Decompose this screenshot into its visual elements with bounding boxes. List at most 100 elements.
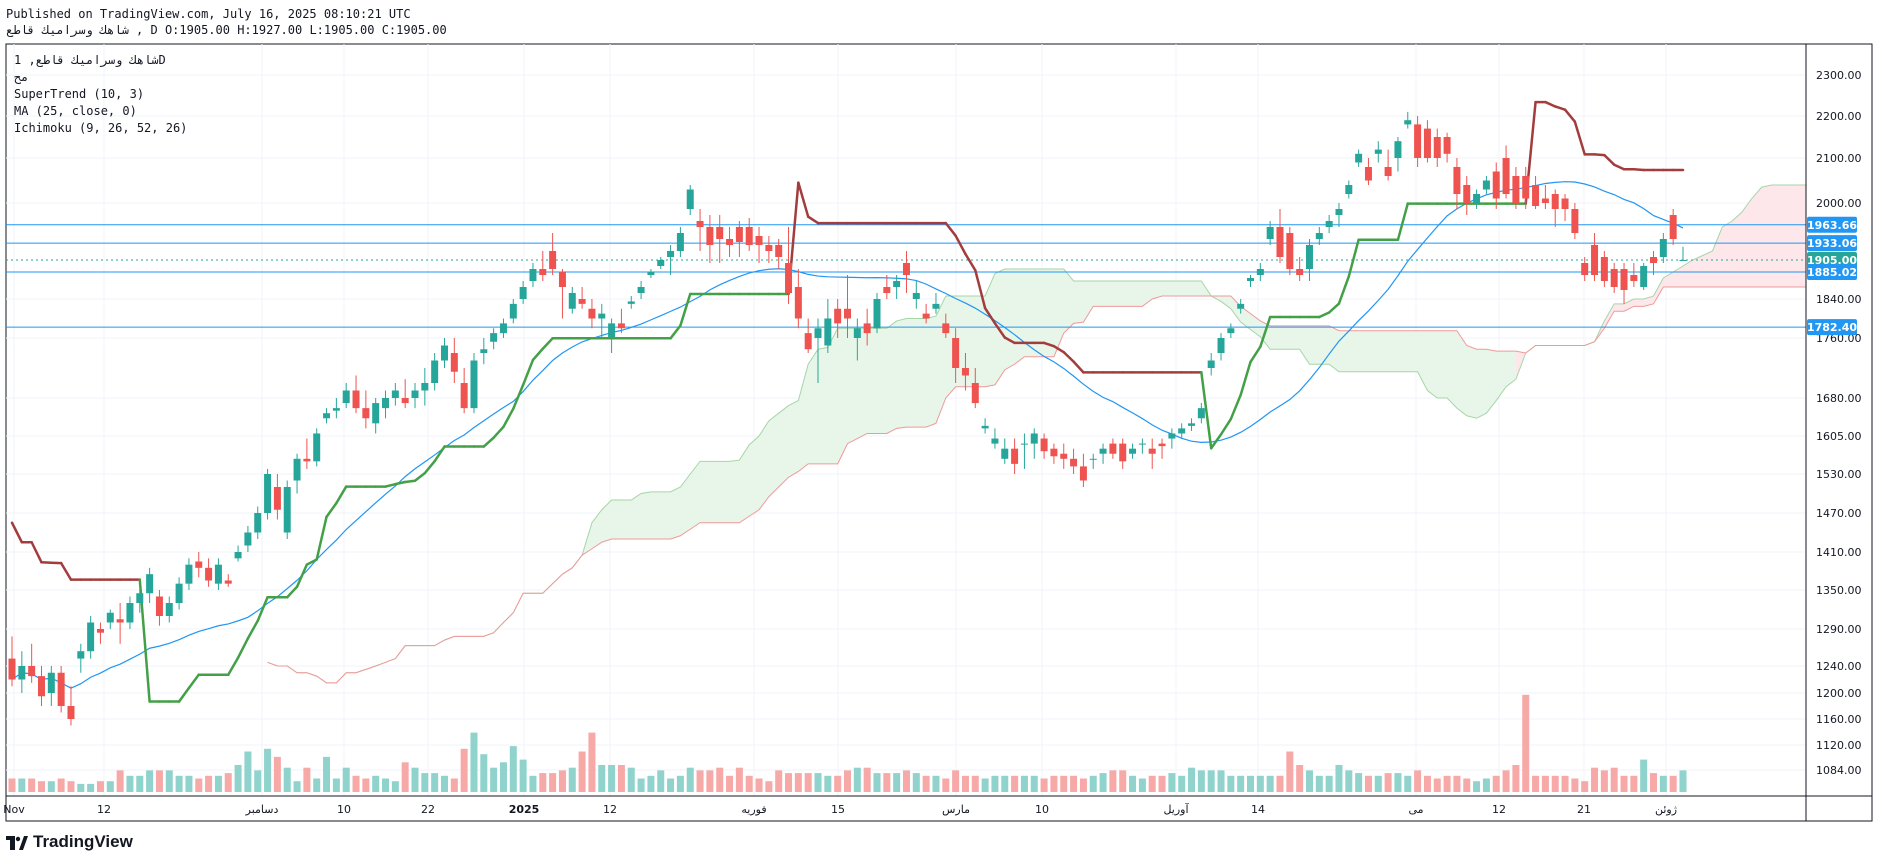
candle-down [1669, 215, 1677, 239]
candle-up [1247, 278, 1255, 281]
price-label-box [1807, 216, 1857, 233]
indicator-ichimoku[interactable]: Ichimoku (9, 26, 52, 26) [14, 121, 188, 135]
volume-bar [1364, 775, 1372, 792]
candle-down [57, 672, 65, 706]
supertrend-down-segment [993, 322, 1007, 339]
candle-up [499, 323, 507, 334]
volume-bar [1040, 778, 1048, 792]
candle-down [1364, 167, 1372, 181]
candle-up [1335, 209, 1343, 215]
candle-up [1325, 221, 1333, 227]
volume-bar [372, 775, 380, 792]
time-tick-label: 14 [1251, 803, 1265, 816]
volume-bar [165, 770, 173, 792]
supertrend-up-segment [1337, 275, 1351, 305]
candle-down [1414, 124, 1422, 158]
supertrend-up-segment [1219, 417, 1233, 436]
supertrend-up-segment [512, 383, 525, 410]
supertrend-down-segment [1052, 344, 1065, 354]
price-axis: 1084.00 1120.00 1160.00 1200.00 1240.00 1290.… [1816, 69, 1862, 777]
candle-down [67, 706, 75, 719]
volume-bar [1522, 694, 1530, 792]
volume-bar [450, 778, 458, 792]
volume-bar [617, 765, 625, 792]
candle-down [1060, 453, 1068, 459]
supertrend-down-segment [1003, 336, 1016, 345]
candle-up [873, 299, 881, 329]
supertrend-down-segment [1603, 153, 1616, 166]
volume-bar [391, 781, 399, 792]
indicator-supertrend[interactable]: SuperTrend (10, 3) [14, 87, 145, 101]
cloud-bullish [267, 269, 1222, 683]
candle-up [244, 532, 252, 546]
volume-bar [28, 778, 36, 792]
volume-bar [667, 778, 675, 792]
volume-bar [499, 762, 507, 792]
candle-up [1355, 153, 1363, 163]
volume-bar [814, 773, 822, 792]
volume-bar [1600, 770, 1608, 792]
volume-bar [578, 751, 586, 792]
volume-bar [1335, 765, 1343, 792]
supertrend-up-segment [521, 358, 535, 387]
candle-down [971, 383, 979, 404]
volume-bar [1679, 770, 1687, 792]
candle-up [814, 328, 822, 338]
candle-up [1001, 448, 1009, 459]
indicator-ma[interactable]: MA (25, close, 0) [14, 104, 137, 118]
volume-bar [696, 770, 704, 792]
candle-down [303, 458, 311, 462]
candle-down [8, 658, 16, 680]
candle-up [87, 622, 95, 652]
volume-bar [136, 775, 144, 792]
candle-up [1473, 194, 1481, 203]
candle-up [1640, 266, 1648, 287]
time-axis: Nov 12 دسامبر 10 22 2025 12 فوریه 15 مارس 10 آوریل 1… [3, 802, 1677, 816]
volume-bar [342, 767, 350, 792]
candle-up [1138, 443, 1146, 445]
supertrend-down-segment [1553, 105, 1567, 111]
supertrend-up-segment [394, 480, 407, 486]
volume-bar [1620, 775, 1628, 792]
volume-bar [1050, 775, 1058, 792]
candle-up [1659, 239, 1667, 257]
supertrend-down-segment [1544, 100, 1557, 108]
candle-down [37, 676, 45, 697]
candle-up [519, 287, 527, 299]
supertrend-up-segment [236, 637, 250, 659]
time-tick-label: 15 [831, 803, 845, 816]
candle-down [1581, 263, 1589, 275]
volume-bar [77, 783, 85, 792]
supertrend-up-segment [403, 479, 417, 484]
candle-down [1630, 275, 1638, 281]
candle-down [1463, 185, 1471, 203]
candle-down [1610, 269, 1618, 287]
candle-up [1030, 433, 1038, 444]
candle-up [77, 651, 85, 659]
volume-bar [1404, 775, 1412, 792]
candle-up [382, 398, 390, 409]
supertrend-up-segment [1249, 345, 1262, 364]
volume-bar [1650, 773, 1658, 792]
time-tick-label: 12 [1492, 803, 1506, 816]
volume-bar [1001, 775, 1009, 792]
volume-bar [254, 770, 262, 792]
candle-down [1433, 137, 1441, 158]
candle-down [785, 263, 793, 293]
volume-bar [1168, 773, 1176, 792]
candle-up [18, 666, 26, 680]
volume-bar [1237, 775, 1245, 792]
supertrend-down-segment [983, 306, 997, 325]
supertrend-up-segment [413, 471, 427, 482]
candle-down [205, 567, 213, 581]
tradingview-logo[interactable]: TradingView [6, 832, 133, 852]
candle-up [1679, 260, 1687, 261]
volume-bar [853, 767, 861, 792]
candle-up [342, 390, 350, 404]
supertrend-up-segment [1318, 311, 1331, 319]
price-label-text: 1905.00 [1807, 254, 1857, 267]
price-tick-label: 2100.00 [1816, 152, 1862, 165]
volume-bar [323, 756, 331, 792]
price-label-box [1807, 235, 1857, 252]
